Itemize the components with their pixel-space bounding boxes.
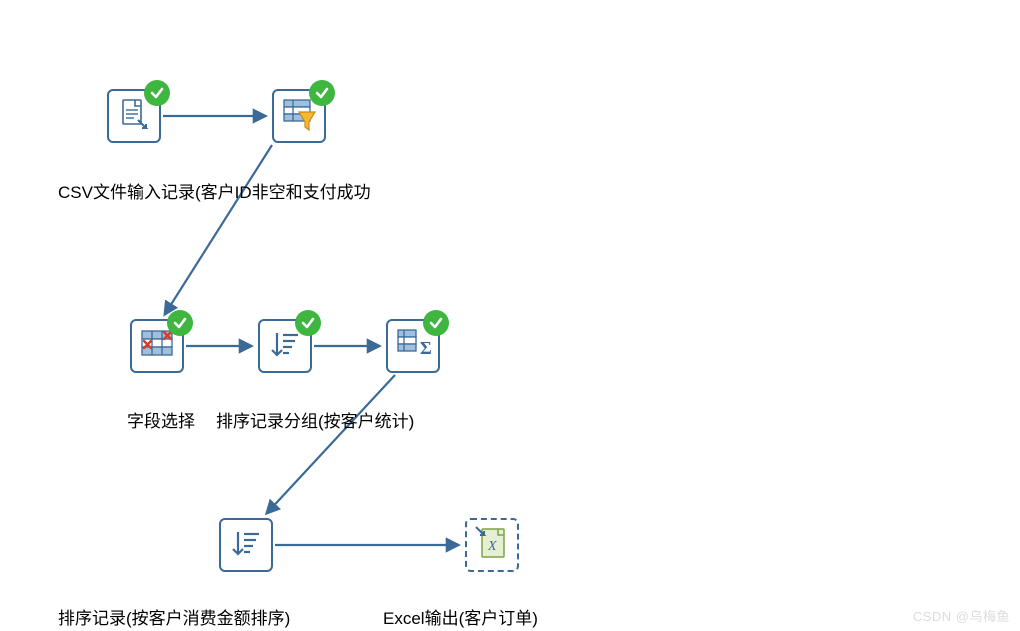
status-badge-success xyxy=(295,310,321,336)
status-badge-success xyxy=(423,310,449,336)
node-excel[interactable]: X xyxy=(465,518,519,572)
node-label: 排序记录(按客户消费金额排序) xyxy=(58,604,290,629)
diagram-canvas: Σ X CSV文件输入记录(客户ID非空和支付成功字段选择排序记录分组(按客户统… xyxy=(0,0,1020,631)
excel-icon: X xyxy=(472,523,512,568)
node-group[interactable]: Σ xyxy=(386,319,440,373)
svg-text:Σ: Σ xyxy=(420,338,432,358)
edge-filter-select xyxy=(165,145,272,314)
node-label: Excel输出(客户订单) xyxy=(383,604,538,629)
status-badge-success xyxy=(144,80,170,106)
node-sort1[interactable] xyxy=(258,319,312,373)
node-label: CSV文件输入记录(客户ID非空和支付成功 xyxy=(58,178,371,203)
sort-icon xyxy=(227,524,265,567)
edge-group-sort2 xyxy=(267,375,395,513)
node-filter[interactable] xyxy=(272,89,326,143)
status-badge-success xyxy=(167,310,193,336)
node-label: 字段选择 xyxy=(127,407,195,432)
status-badge-success xyxy=(309,80,335,106)
node-csv[interactable] xyxy=(107,89,161,143)
node-sort2[interactable] xyxy=(219,518,273,572)
svg-text:X: X xyxy=(487,539,497,554)
watermark: CSDN @乌梅鱼 xyxy=(913,606,1010,625)
node-label: 排序记录分组(按客户统计) xyxy=(216,407,414,432)
node-select[interactable] xyxy=(130,319,184,373)
